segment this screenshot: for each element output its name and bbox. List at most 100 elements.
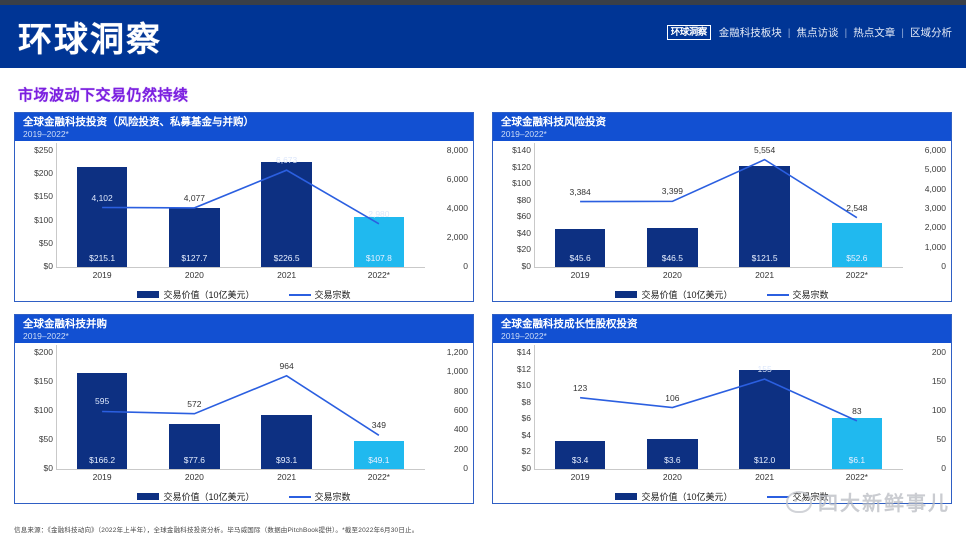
secondary-y-axis-tick: 3,000 bbox=[924, 203, 946, 213]
x-axis-label: 2020 bbox=[662, 472, 682, 482]
deal-count-line bbox=[102, 374, 380, 436]
secondary-y-axis-tick: 5,000 bbox=[924, 164, 946, 175]
x-axis-label: 2021 bbox=[277, 472, 297, 482]
nav-separator: | bbox=[901, 26, 904, 39]
legend-bar-label: 交易价值（10亿美元） bbox=[641, 492, 733, 502]
line-point-label: 964 bbox=[279, 360, 294, 371]
bar: $107.8 bbox=[353, 216, 405, 267]
x-axis-label: 2020 bbox=[184, 270, 204, 280]
chart-grid: 全球金融科技投资（风险投资、私募基金与并购） 2019–2022* $0 $50 $10… bbox=[14, 112, 952, 504]
x-axis-label: 2022* bbox=[367, 270, 390, 280]
legend-item-deal-count: 交易宗数 bbox=[766, 288, 829, 301]
secondary-y-axis-tick: 2,000 bbox=[924, 222, 946, 233]
bar: $6.1 bbox=[831, 418, 883, 469]
legend-item-deal-value: 交易价值（10亿美元） bbox=[137, 288, 255, 301]
line-point-label: 5,554 bbox=[753, 144, 776, 155]
plot-area: $0 $20 $40 $60 $80 $100 $120 $140 0 1,000 2,000 3,0… bbox=[493, 141, 951, 301]
y-axis-tick: $10 bbox=[516, 380, 531, 391]
line-point-label: 123 bbox=[573, 382, 588, 393]
bar-value-label: $166.2 bbox=[89, 455, 116, 465]
chart-legend: 交易价值（10亿美元） 交易宗数 bbox=[15, 490, 473, 503]
y-axis-tick: $80 bbox=[516, 194, 531, 205]
secondary-y-axis-tick: 600 bbox=[453, 405, 468, 415]
chart-header: 全球金融科技投资（风险投资、私募基金与并购） 2019–2022* bbox=[15, 113, 473, 141]
bar: $77.6 bbox=[169, 424, 220, 469]
y-axis-tick: $6 bbox=[521, 413, 531, 424]
bar-value-label: $215.1 bbox=[89, 253, 116, 263]
nav-item-regional-analysis[interactable]: 区域分析 bbox=[910, 27, 952, 39]
secondary-y-axis-tick: 50 bbox=[936, 434, 946, 444]
legend-line-label: 交易宗数 bbox=[792, 492, 829, 502]
legend-item-deal-value: 交易价值（10亿美元） bbox=[137, 490, 255, 503]
legend-bar-label: 交易价值（10亿美元） bbox=[163, 290, 255, 300]
chart-card-1: 全球金融科技投资（风险投资、私募基金与并购） 2019–2022* $0 $50 $10… bbox=[14, 112, 474, 302]
nav-item-interviews[interactable]: 焦点访谈 bbox=[796, 27, 839, 39]
line-point-label: 106 bbox=[665, 392, 680, 403]
secondary-y-axis-tick: 0 bbox=[941, 261, 946, 271]
bar-value-label: $3.4 bbox=[571, 455, 589, 465]
secondary-y-axis-tick: 100 bbox=[931, 405, 946, 415]
secondary-y-axis-tick: 8,000 bbox=[446, 145, 468, 155]
y-axis-tick: $250 bbox=[34, 145, 53, 155]
legend-bar-swatch bbox=[615, 291, 638, 298]
y-axis-tick: $100 bbox=[34, 405, 53, 415]
chart-subtitle: 2019–2022* bbox=[501, 331, 547, 341]
y-axis-line bbox=[56, 345, 57, 469]
chart-subtitle: 2019–2022* bbox=[23, 331, 69, 341]
legend-line-swatch bbox=[288, 293, 311, 296]
chart-title: 全球金融科技并购 bbox=[23, 318, 107, 330]
chart-header: 全球金融科技并购 2019–2022* bbox=[15, 315, 473, 343]
y-axis-tick: $0 bbox=[43, 463, 53, 473]
y-axis-line bbox=[534, 345, 535, 469]
nav-separator: | bbox=[844, 26, 848, 39]
y-axis-tick: $150 bbox=[34, 191, 53, 202]
x-axis-label: 2019 bbox=[92, 270, 112, 280]
x-axis-label: 2022* bbox=[845, 472, 868, 482]
nav-item-fintech[interactable]: 金融科技板块 bbox=[718, 27, 782, 39]
line-point-label: 4,077 bbox=[183, 192, 206, 203]
secondary-y-axis-tick: 1,200 bbox=[446, 347, 468, 357]
bar-value-label: $45.6 bbox=[569, 253, 591, 263]
secondary-y-axis-tick: 0 bbox=[463, 261, 468, 271]
y-axis-tick: $50 bbox=[38, 434, 53, 444]
chart-card-4: 全球金融科技成长性股权投资 2019–2022* $0 $2 $4 $6 $8 $10 $12 $… bbox=[492, 314, 952, 504]
bar: $49.1 bbox=[353, 440, 405, 469]
secondary-y-axis-tick: 200 bbox=[931, 347, 946, 357]
chart-title: 全球金融科技投资（风险投资、私募基金与并购） bbox=[23, 116, 254, 128]
bar-value-label: $77.6 bbox=[183, 455, 205, 465]
y-axis-tick: $100 bbox=[34, 214, 53, 225]
deal-count-line bbox=[580, 378, 858, 422]
bar-value-label: $3.6 bbox=[664, 455, 681, 465]
plot-area: $0 $2 $4 $6 $8 $10 $12 $14 0 50 100 150 200 $3.4 $3.6 $… bbox=[493, 343, 951, 503]
line-point-label: 572 bbox=[187, 398, 202, 409]
y-axis-tick: $20 bbox=[516, 244, 531, 255]
bar-value-label: $52.6 bbox=[846, 253, 868, 263]
bar: $166.2 bbox=[76, 372, 128, 469]
y-axis-tick: $2 bbox=[521, 446, 531, 457]
line-point-label: 83 bbox=[852, 405, 862, 416]
legend-line-swatch bbox=[766, 495, 789, 498]
legend-bar-swatch bbox=[137, 493, 160, 500]
legend-item-deal-value: 交易价值（10亿美元） bbox=[615, 288, 733, 301]
secondary-y-axis-tick: 4,000 bbox=[446, 203, 468, 213]
line-point-label: 155 bbox=[757, 364, 772, 375]
source-footnote: 信息来源：《金融科技动向》（2022年上半年），全球金融科技投资分析。毕马威国际… bbox=[14, 527, 419, 534]
y-axis-tick: $60 bbox=[516, 211, 531, 222]
nav-logo[interactable]: 环球洞察 bbox=[666, 25, 711, 40]
chart-legend: 交易价值（10亿美元） 交易宗数 bbox=[493, 288, 951, 301]
y-axis-tick: $4 bbox=[521, 429, 531, 440]
y-axis-tick: $50 bbox=[38, 237, 53, 248]
bar: $46.5 bbox=[647, 228, 698, 267]
legend-item-deal-count: 交易宗数 bbox=[288, 490, 351, 503]
y-axis-tick: $40 bbox=[516, 227, 531, 238]
line-point-label: 2,980 bbox=[368, 208, 390, 219]
y-axis-line bbox=[56, 143, 57, 267]
bar-value-label: $121.5 bbox=[751, 253, 778, 263]
legend-line-swatch bbox=[288, 495, 311, 498]
y-axis-tick: $0 bbox=[43, 261, 53, 271]
x-axis-label: 2021 bbox=[755, 472, 775, 482]
nav-item-hot-articles[interactable]: 热点文章 bbox=[853, 27, 896, 39]
main-navigation[interactable]: 环球洞察 金融科技板块 | 焦点访谈 | 热点文章 | 区域分析 bbox=[666, 25, 952, 40]
secondary-y-axis-tick: 6,000 bbox=[446, 174, 468, 184]
legend-item-deal-value: 交易价值（10亿美元） bbox=[615, 490, 733, 503]
